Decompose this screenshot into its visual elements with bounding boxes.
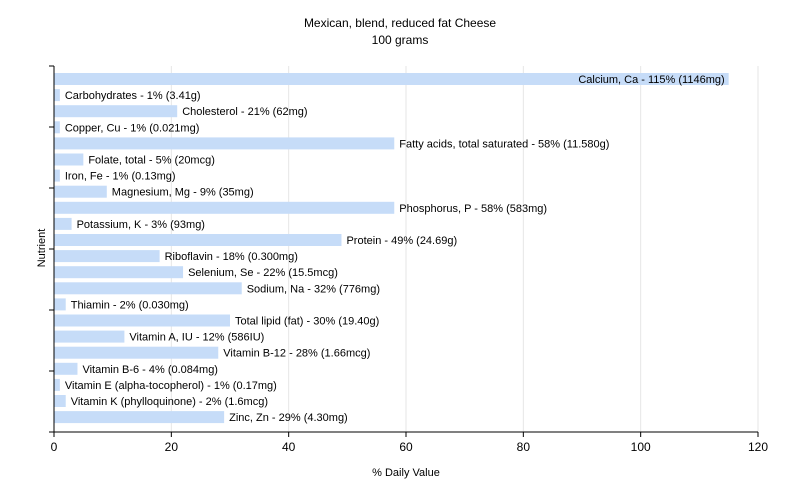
- chart-subtitle: 100 grams: [372, 33, 429, 47]
- chart-title: Mexican, blend, reduced fat Cheese: [304, 16, 496, 30]
- bar-3: [54, 121, 60, 134]
- bar-11: [54, 250, 160, 263]
- bar-label-9: Potassium, K - 3% (93mg): [77, 219, 205, 231]
- bar-label-14: Thiamin - 2% (0.030mg): [71, 299, 189, 311]
- bar-label-2: Cholesterol - 21% (62mg): [182, 106, 307, 118]
- bar-label-11: Riboflavin - 18% (0.300mg): [165, 251, 298, 263]
- bar-9: [54, 217, 72, 230]
- bar-19: [54, 378, 60, 391]
- x-tick-label-2: 40: [282, 440, 296, 454]
- bar-1: [54, 89, 60, 102]
- x-axis-label: % Daily Value: [372, 467, 440, 479]
- bar-6: [54, 169, 60, 182]
- bar-label-7: Magnesium, Mg - 9% (35mg): [112, 187, 254, 199]
- bar-label-17: Vitamin B-12 - 28% (1.66mcg): [223, 348, 370, 360]
- bar-17: [54, 346, 219, 359]
- gridlines: [170, 66, 759, 432]
- bar-label-21: Zinc, Zn - 29% (4.30mg): [229, 412, 348, 424]
- x-tick-label-4: 80: [517, 440, 531, 454]
- bar-0: [54, 73, 729, 85]
- bar-10: [54, 234, 342, 246]
- bar-label-13: Sodium, Na - 32% (776mg): [247, 283, 380, 295]
- y-axis-label: Nutrient: [36, 229, 48, 268]
- bar-8: [54, 201, 395, 214]
- x-tick-label-3: 60: [399, 440, 413, 454]
- x-tick-label-6: 120: [748, 440, 768, 454]
- bar-label-1: Carbohydrates - 1% (3.41g): [65, 90, 201, 102]
- x-tick-label-1: 20: [165, 440, 179, 454]
- bar-label-10: Protein - 49% (24.69g): [346, 235, 457, 247]
- bar-label-0: Calcium, Ca - 115% (1146mg): [578, 74, 724, 86]
- bar-label-8: Phosphorus, P - 58% (583mg): [399, 203, 547, 215]
- bar-16: [54, 330, 125, 343]
- bar-21: [54, 411, 225, 424]
- bar-label-4: Fatty acids, total saturated - 58% (11.5…: [399, 138, 609, 150]
- bar-20: [54, 395, 66, 407]
- bars: Calcium, Ca - 115% (1146mg) Carbohydrates…: [54, 73, 729, 424]
- bar-7: [54, 185, 107, 198]
- bar-18: [54, 362, 78, 375]
- x-ticks: 0 20 40 60 80 100 120: [51, 432, 768, 454]
- bar-label-19: Vitamin E (alpha-tocopherol) - 1% (0.17m…: [65, 380, 277, 392]
- bar-12: [54, 266, 184, 279]
- bar-13: [54, 282, 242, 295]
- bar-label-6: Iron, Fe - 1% (0.13mg): [65, 171, 176, 183]
- bar-4: [54, 137, 395, 150]
- bar-label-16: Vitamin A, IU - 12% (586IU): [129, 332, 264, 344]
- axes: [49, 65, 758, 433]
- bar-label-12: Selenium, Se - 22% (15.5mcg): [188, 267, 338, 279]
- bar-14: [54, 298, 66, 311]
- bar-label-3: Copper, Cu - 1% (0.021mg): [65, 122, 200, 134]
- x-tick-label-5: 100: [631, 440, 651, 454]
- bar-5: [54, 153, 84, 166]
- bar-label-5: Folate, total - 5% (20mcg): [88, 155, 215, 167]
- x-tick-label-0: 0: [51, 440, 58, 454]
- bar-15: [54, 314, 230, 327]
- bar-2: [54, 105, 178, 118]
- bar-label-18: Vitamin B-6 - 4% (0.084mg): [82, 364, 218, 376]
- bar-label-15: Total lipid (fat) - 30% (19.40g): [235, 316, 379, 328]
- bar-label-20: Vitamin K (phylloquinone) - 2% (1.6mcg): [71, 396, 268, 408]
